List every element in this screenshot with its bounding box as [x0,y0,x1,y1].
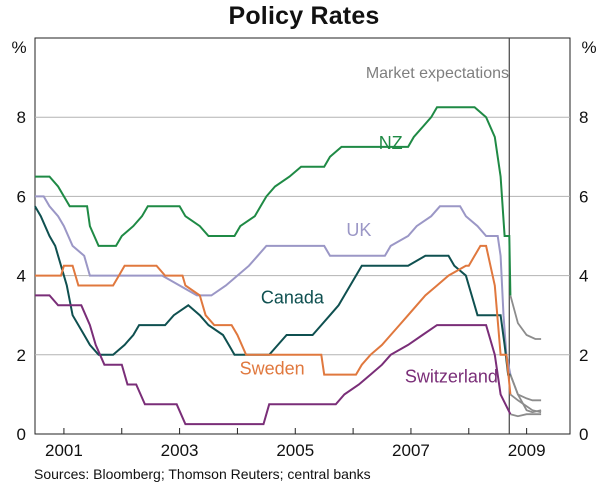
x-tick-label-2003: 2003 [161,441,199,460]
y-axis-label-left: % [11,38,26,57]
series-label-uk: UK [346,220,371,240]
y-tick-right-2: 2 [579,346,588,365]
y-tick-left-8: 8 [17,108,26,127]
plot-frame [34,37,571,435]
expectation-line-4 [510,413,542,418]
y-tick-right-4: 4 [579,267,588,286]
series-label-canada: Canada [261,287,325,307]
y-tick-right-0: 0 [579,425,588,444]
x-tick-label-2007: 2007 [392,441,430,460]
y-tick-left-2: 2 [17,346,26,365]
source-note: Sources: Bloomberg; Thomson Reuters; cen… [34,466,371,482]
x-tick-label-2009: 2009 [508,441,546,460]
y-tick-left-6: 6 [17,187,26,206]
x-tick-label-2001: 2001 [45,441,83,460]
y-tick-right-6: 6 [579,187,588,206]
y-axis-label-right: % [581,38,596,57]
expectation-line-3 [509,374,542,414]
chart-title: Policy Rates [228,2,380,30]
series-label-nz: NZ [379,133,403,153]
y-tick-left-0: 0 [17,425,26,444]
x-tick-label-2005: 2005 [276,441,314,460]
series-label-switzerland: Switzerland [405,367,498,387]
series-line-nz [35,106,512,296]
series-line-sweden [35,244,512,395]
y-tick-right-8: 8 [579,108,588,127]
series-line-uk [35,195,512,375]
expectation-line-0 [509,295,542,340]
series-label-sweden: Sweden [240,359,305,379]
y-tick-left-4: 4 [17,267,26,286]
series-line-switzerland [35,294,512,426]
annotation-market-expectations: Market expectations [366,65,509,82]
